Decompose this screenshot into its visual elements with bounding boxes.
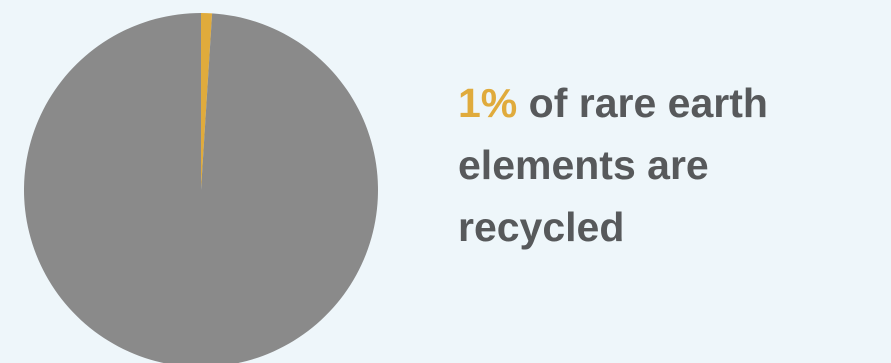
- pie-slice-not-recycled: [24, 13, 378, 363]
- caption-text: 1% of rare earth elements are recycled: [458, 72, 878, 258]
- pie-slices: [24, 13, 378, 363]
- caption-line-1: 1% of rare earth: [458, 72, 878, 134]
- caption-line-2: elements are: [458, 142, 709, 188]
- caption-line-3: recycled: [458, 204, 625, 250]
- pie-chart: [24, 13, 378, 363]
- pie-slice-recycled: [201, 13, 213, 190]
- caption-highlight-percent: 1%: [458, 80, 518, 126]
- caption-line-1-rest: of rare earth: [517, 80, 768, 126]
